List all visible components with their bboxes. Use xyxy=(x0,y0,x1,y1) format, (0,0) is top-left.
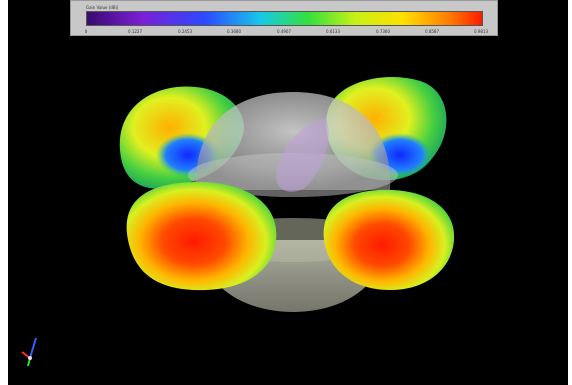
legend-tick: 0.6133 xyxy=(326,29,340,34)
legend-tick: 0 xyxy=(84,29,88,34)
radiation-pattern-scene[interactable] xyxy=(8,0,568,385)
legend-color-gradient xyxy=(86,11,483,26)
front-right-lobe xyxy=(323,189,455,290)
legend-tick: 0.4907 xyxy=(277,29,291,34)
xyz-axis-triad-icon[interactable] xyxy=(18,330,46,368)
legend-tick: 0.9813 xyxy=(474,29,488,34)
legend-tick: 0.7360 xyxy=(376,29,390,34)
feed-element xyxy=(276,118,329,192)
legend-title: Gain Value (dBi) xyxy=(86,5,119,10)
legend-tick: 0.8587 xyxy=(425,29,439,34)
legend-tick: 0.1227 xyxy=(128,29,142,34)
legend-tick: 0.2453 xyxy=(178,29,192,34)
front-left-lobe xyxy=(126,182,277,291)
colorbar-legend: Gain Value (dBi) 0 0.1227 0.2453 0.3680 … xyxy=(70,0,498,36)
3d-viewport[interactable]: Gain Value (dBi) 0 0.1227 0.2453 0.3680 … xyxy=(8,0,568,385)
legend-tick: 0.3680 xyxy=(227,29,241,34)
